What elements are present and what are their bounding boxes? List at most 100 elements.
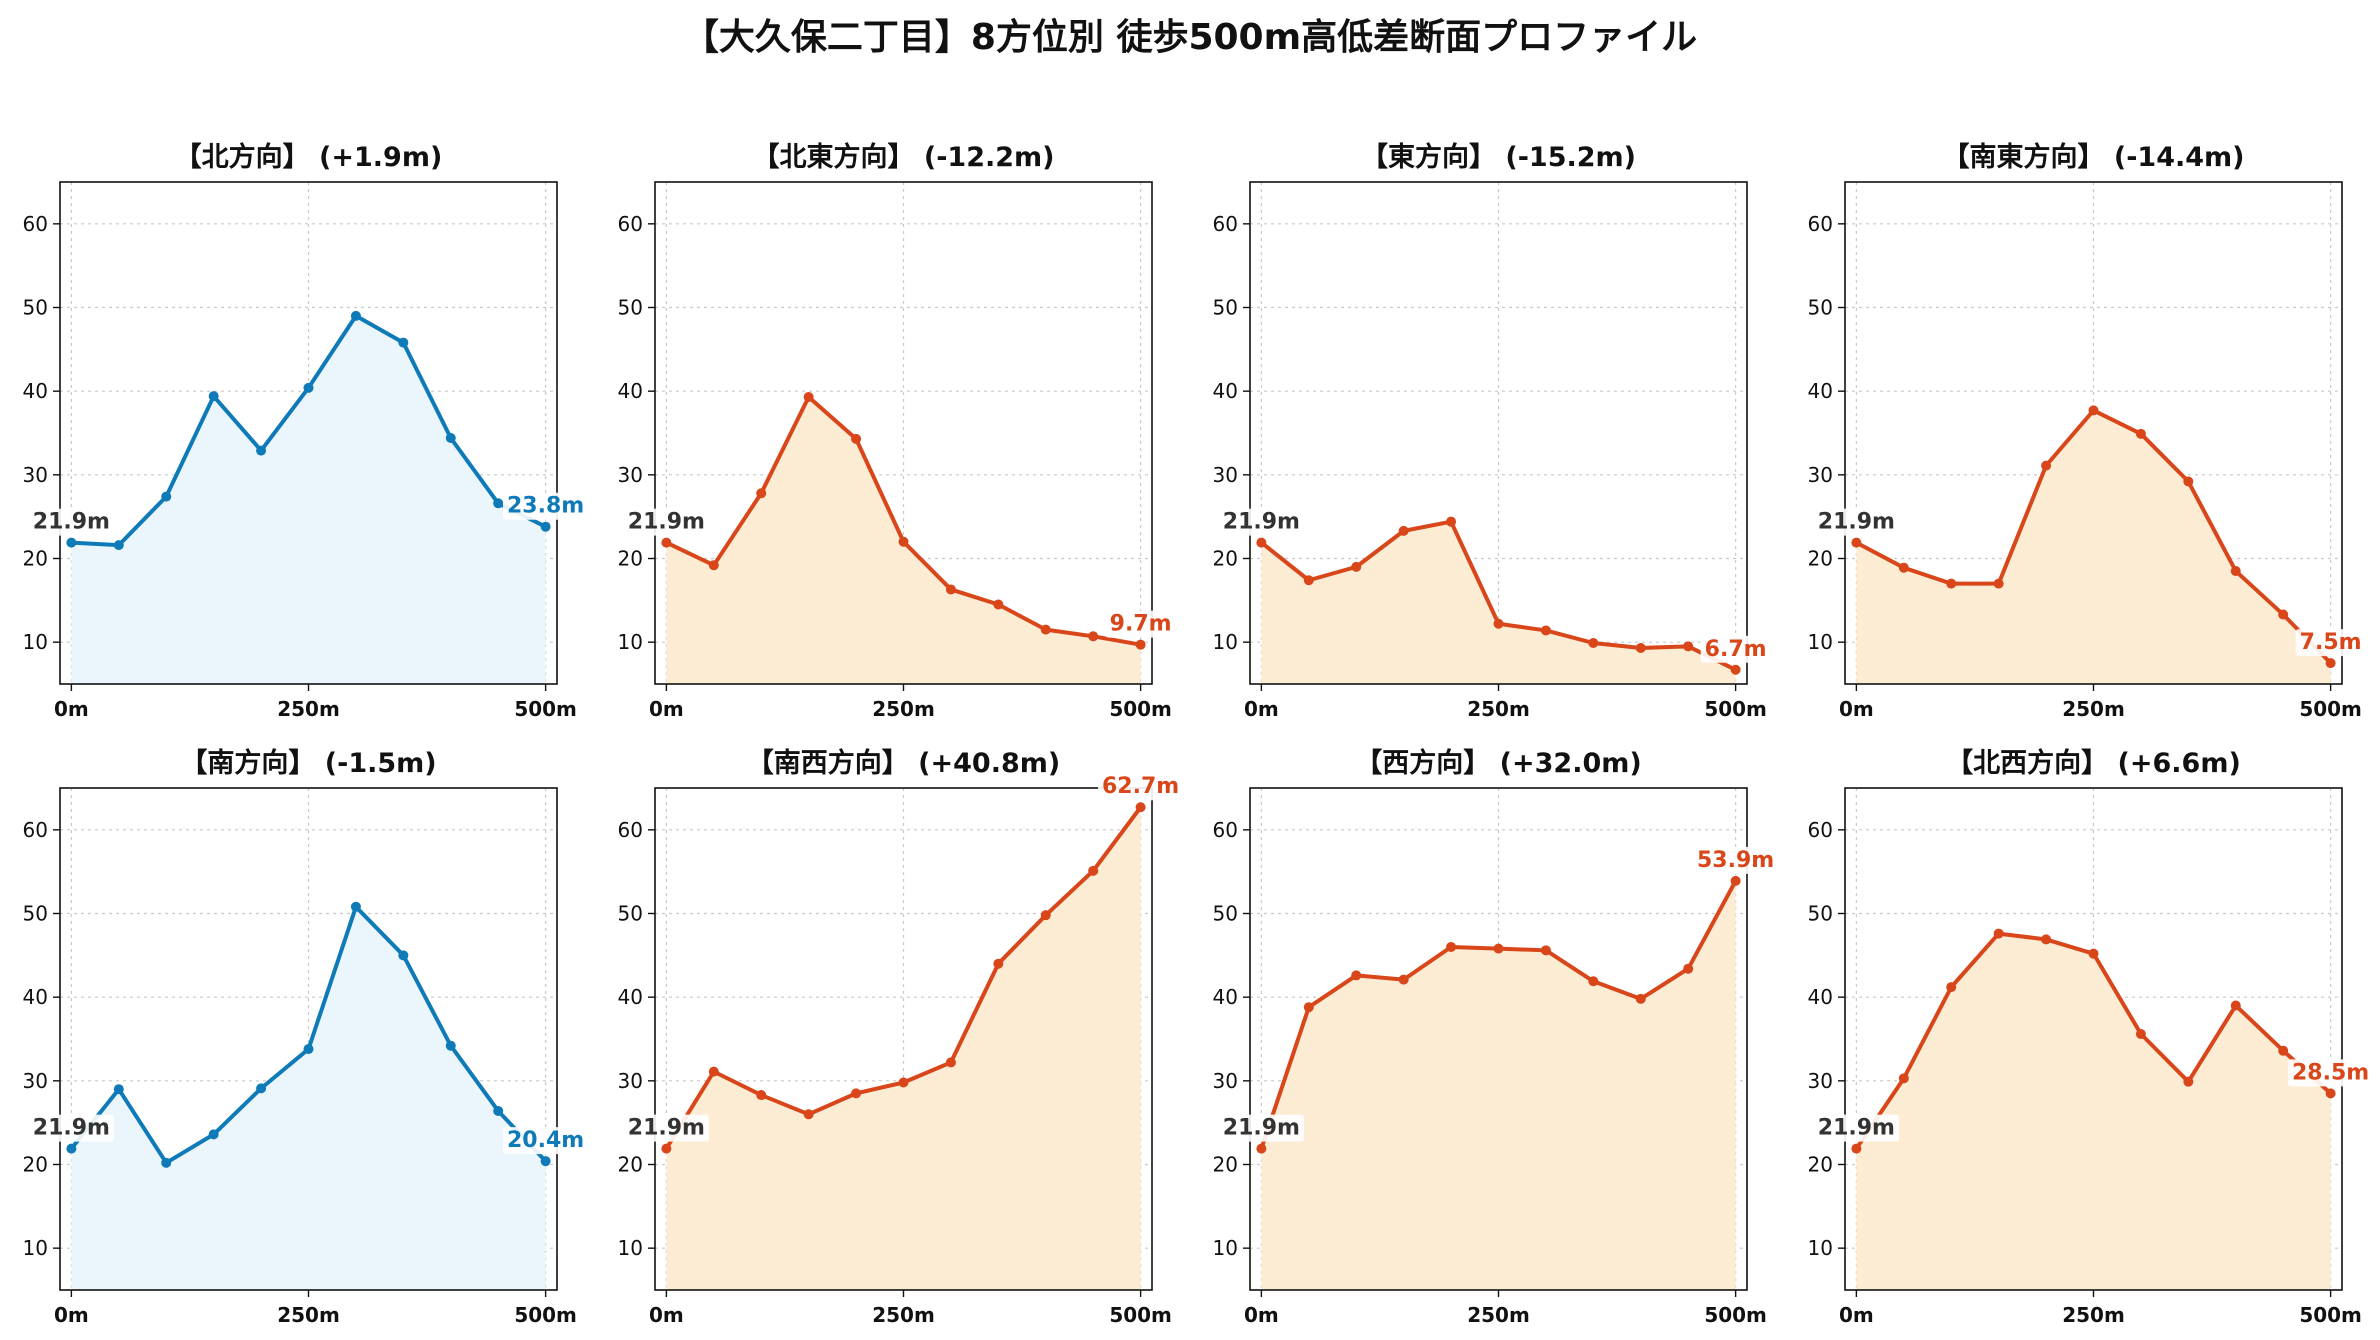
start-label: 21.9m (1813, 508, 1899, 536)
end-label: 6.7m (1700, 635, 1771, 663)
subplot-title: 【北東方向】 (-12.2m) (752, 141, 1054, 173)
y-tick-label: 60 (1213, 212, 1238, 236)
start-label-text: 21.9m (1223, 510, 1300, 535)
data-point (1040, 910, 1051, 921)
y-tick-label: 50 (23, 296, 48, 320)
area-fill (666, 807, 1141, 1290)
data-point (708, 560, 719, 571)
y-tick-label: 40 (618, 985, 643, 1009)
end-label-text: 23.8m (507, 494, 584, 519)
data-point (2183, 476, 2194, 487)
data-point (2278, 609, 2289, 620)
data-point (1588, 638, 1599, 649)
x-tick-label: 500m (1109, 697, 1172, 721)
end-label: 9.7m (1105, 610, 1176, 638)
data-point (1446, 516, 1457, 527)
data-point (1303, 1002, 1314, 1013)
data-point (208, 1129, 219, 1140)
y-tick-label: 20 (23, 547, 48, 571)
x-tick-label: 250m (1467, 1303, 1530, 1327)
data-point (1493, 618, 1504, 629)
data-point (1898, 1073, 1909, 1084)
data-point (2088, 405, 2099, 416)
data-point (898, 1077, 909, 1088)
data-point (898, 536, 909, 547)
data-point (1898, 562, 1909, 573)
data-point (1993, 928, 2004, 939)
end-label-box (1700, 635, 1771, 663)
end-label-text: 20.4m (507, 1128, 584, 1153)
x-tick-label: 250m (2062, 1303, 2125, 1327)
y-tick-label: 10 (1808, 1236, 1833, 1260)
start-label-text: 21.9m (1223, 1116, 1300, 1141)
end-label: 62.7m (1098, 773, 1184, 801)
y-tick-label: 20 (1213, 547, 1238, 571)
start-label-box (28, 1114, 114, 1142)
start-label-text: 21.9m (628, 510, 705, 535)
x-tick-label: 500m (2299, 697, 2362, 721)
subplot-title: 【東方向】 (-15.2m) (1361, 141, 1636, 173)
data-point (540, 521, 551, 532)
chart-panel-6: 【西方向】 (+32.0m) 10 20 30 40 50 60 0m 250m 500m 21.9… (1213, 747, 1779, 1327)
y-tick-label: 40 (1808, 985, 1833, 1009)
end-label-box (503, 492, 589, 520)
end-label-text: 9.7m (1110, 612, 1172, 637)
start-label-box (623, 508, 709, 536)
data-point (1946, 982, 1957, 993)
start-label: 21.9m (1813, 1114, 1899, 1142)
chart-panel-2: 【東方向】 (-15.2m) 10 20 30 40 50 60 0m 250m 500m 21.9… (1213, 141, 1771, 721)
end-label-box (503, 1127, 589, 1155)
data-point (1851, 537, 1862, 548)
data-point (1040, 624, 1051, 635)
x-tick-label: 250m (277, 697, 340, 721)
area-fill (666, 397, 1141, 684)
end-label-text: 53.9m (1697, 848, 1774, 873)
data-point (445, 433, 456, 444)
subplot-title: 【南西方向】 (+40.8m) (747, 747, 1060, 779)
x-tick-label: 500m (1109, 1303, 1172, 1327)
y-tick-label: 60 (618, 212, 643, 236)
end-label-box (1105, 610, 1176, 638)
y-tick-label: 50 (618, 902, 643, 926)
data-point (1256, 1143, 1267, 1154)
end-label: 7.5m (2295, 629, 2366, 657)
y-tick-label: 60 (23, 212, 48, 236)
start-label: 21.9m (28, 508, 114, 536)
start-label-text: 21.9m (628, 1116, 705, 1141)
data-point (2088, 948, 2099, 959)
subplot-title: 【北方向】 (+1.9m) (175, 141, 443, 173)
x-tick-label: 0m (1839, 1303, 1874, 1327)
data-point (945, 1057, 956, 1068)
data-point (2041, 460, 2052, 471)
start-label-box (28, 508, 114, 536)
y-tick-label: 50 (1213, 296, 1238, 320)
data-point (256, 445, 267, 456)
data-point (993, 599, 1004, 610)
area-fill (71, 315, 546, 684)
end-label: 23.8m (503, 492, 589, 520)
y-tick-label: 40 (1213, 985, 1238, 1009)
data-point (945, 584, 956, 595)
y-tick-label: 50 (1213, 902, 1238, 926)
data-point (350, 310, 361, 321)
y-tick-label: 50 (23, 902, 48, 926)
area-fill (1261, 880, 1736, 1290)
x-tick-label: 250m (1467, 697, 1530, 721)
start-label-box (1218, 508, 1304, 536)
start-label-box (1813, 508, 1899, 536)
data-point (303, 1044, 314, 1055)
chart-panel-7: 【北西方向】 (+6.6m) 10 20 30 40 50 60 0m 250m 500m 21.9… (1808, 747, 2374, 1327)
y-tick-label: 20 (1808, 547, 1833, 571)
subplot-title: 【北西方向】 (+6.6m) (1946, 747, 2241, 779)
end-label-box (1693, 846, 1779, 874)
data-point (851, 433, 862, 444)
y-tick-label: 30 (1808, 463, 1833, 487)
data-point (303, 382, 314, 393)
data-point (161, 491, 172, 502)
data-point (756, 1090, 767, 1101)
end-label: 53.9m (1693, 846, 1779, 874)
start-label-text: 21.9m (1818, 1116, 1895, 1141)
y-tick-label: 10 (1808, 630, 1833, 654)
start-label-box (1813, 1114, 1899, 1142)
